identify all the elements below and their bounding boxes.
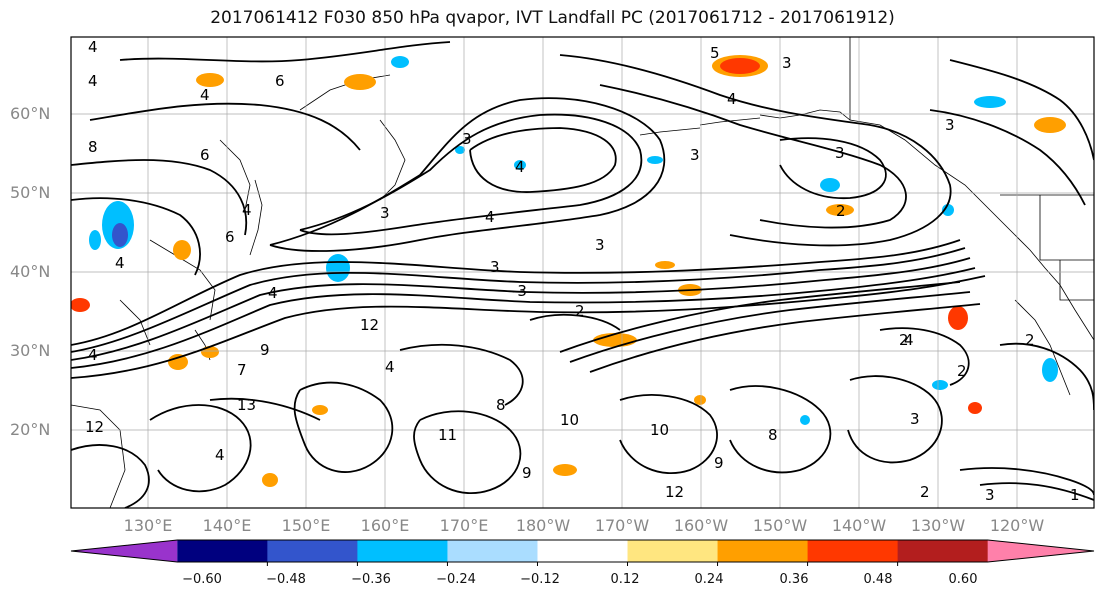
svg-text:4: 4 [88, 72, 98, 90]
svg-text:12: 12 [665, 483, 684, 501]
svg-text:4: 4 [268, 284, 278, 302]
svg-text:3: 3 [910, 410, 920, 428]
lon-label-170w: 170°W [594, 516, 650, 535]
svg-text:4: 4 [88, 346, 98, 364]
svg-text:3: 3 [690, 146, 700, 164]
svg-text:2: 2 [957, 362, 967, 380]
contours [71, 41, 1094, 508]
svg-text:8: 8 [496, 396, 506, 414]
svg-text:1: 1 [1070, 486, 1080, 504]
lon-label-160w: 160°W [673, 516, 729, 535]
colorbar-segment [447, 540, 538, 562]
svg-text:7: 7 [237, 361, 247, 379]
lon-label-140e: 140°E [202, 516, 252, 535]
lat-label-40n: 40°N [10, 262, 51, 281]
lat-label-50n: 50°N [10, 183, 51, 202]
svg-text:11: 11 [438, 426, 457, 444]
lon-label-180w: 180°W [515, 516, 571, 535]
svg-text:3: 3 [835, 144, 845, 162]
svg-text:6: 6 [225, 228, 235, 246]
svg-text:8: 8 [768, 426, 778, 444]
lat-label-60n: 60°N [10, 104, 51, 123]
colorbar-tick-label: 0.60 [948, 572, 978, 587]
colorbar-tick-label: −0.36 [351, 572, 391, 587]
svg-text:10: 10 [560, 411, 579, 429]
svg-text:9: 9 [260, 341, 270, 359]
svg-text:4: 4 [485, 208, 495, 226]
lon-label-130e: 130°E [123, 516, 173, 535]
colorbar-extend-max [987, 540, 1094, 562]
svg-text:4: 4 [115, 254, 125, 272]
svg-text:3: 3 [782, 54, 792, 72]
map-title: 2017061412 F030 850 hPa qvapor, IVT Land… [210, 8, 895, 28]
colorbar-tick-label: 0.36 [779, 572, 809, 587]
colorbar-tick-label: −0.60 [182, 572, 222, 587]
colorbar-segment [897, 540, 989, 562]
svg-text:4: 4 [215, 446, 225, 464]
colorbar-outline [70, 539, 1095, 563]
colorbar-segment [267, 540, 358, 562]
contour-labels: 4 5 3 4 6 4 3 4 3 4 8 6 4 3 3 3 4 4 6 2 … [85, 38, 1080, 504]
svg-text:3: 3 [595, 236, 605, 254]
lat-label-30n: 30°N [10, 341, 51, 360]
lon-label-160e: 160°E [360, 516, 410, 535]
lon-label-120w: 120°W [989, 516, 1045, 535]
svg-text:12: 12 [360, 316, 379, 334]
svg-text:12: 12 [85, 418, 104, 436]
svg-text:13: 13 [237, 396, 256, 414]
colorbar [70, 539, 1095, 566]
svg-text:5: 5 [710, 44, 720, 62]
svg-text:3: 3 [380, 204, 390, 222]
colorbar-tick-label: −0.24 [436, 572, 476, 587]
lon-label-140w: 140°W [831, 516, 887, 535]
colorbar-segment [627, 540, 719, 562]
lon-label-150e: 150°E [281, 516, 331, 535]
lon-label-170e: 170°E [439, 516, 489, 535]
svg-text:4: 4 [904, 331, 914, 349]
colorbar-tick-label: 0.12 [610, 572, 640, 587]
shading [71, 55, 1066, 487]
colorbar-segment [537, 540, 629, 562]
svg-text:3: 3 [945, 116, 955, 134]
svg-text:4: 4 [200, 86, 210, 104]
svg-text:4: 4 [88, 38, 98, 56]
svg-text:3: 3 [985, 486, 995, 504]
colorbar-tick-label: −0.48 [266, 572, 306, 587]
lat-label-20n: 20°N [10, 420, 51, 439]
svg-text:-3: -3 [512, 282, 527, 300]
colorbar-tick-label: 0.24 [694, 572, 724, 587]
svg-text:4: 4 [385, 358, 395, 376]
svg-text:8: 8 [88, 138, 98, 156]
colorbar-extend-min [71, 540, 178, 562]
svg-text:10: 10 [650, 421, 669, 439]
lon-label-150w: 150°W [752, 516, 808, 535]
map-frame [70, 36, 1095, 509]
graticule [71, 37, 1094, 508]
svg-text:2: 2 [899, 331, 909, 349]
svg-text:4: 4 [242, 201, 252, 219]
svg-text:6: 6 [200, 146, 210, 164]
svg-text:4: 4 [727, 90, 737, 108]
svg-text:9: 9 [522, 464, 532, 482]
colorbar-tick-label: −0.12 [520, 572, 560, 587]
svg-text:4: 4 [515, 158, 525, 176]
colorbar-segment [177, 540, 268, 562]
colorbar-tick-label: 0.48 [863, 572, 893, 587]
svg-text:2: 2 [1025, 331, 1035, 349]
svg-text:6: 6 [275, 72, 285, 90]
lon-label-130w: 130°W [910, 516, 966, 535]
svg-text:3: 3 [490, 258, 500, 276]
svg-text:9: 9 [714, 454, 724, 472]
colorbar-segment [357, 540, 448, 562]
svg-text:2: 2 [920, 483, 930, 501]
svg-text:2: 2 [836, 202, 846, 220]
colorbar-segment [807, 540, 899, 562]
svg-text:2: 2 [575, 302, 585, 320]
svg-text:3: 3 [462, 130, 472, 148]
colorbar-segment [717, 540, 809, 562]
